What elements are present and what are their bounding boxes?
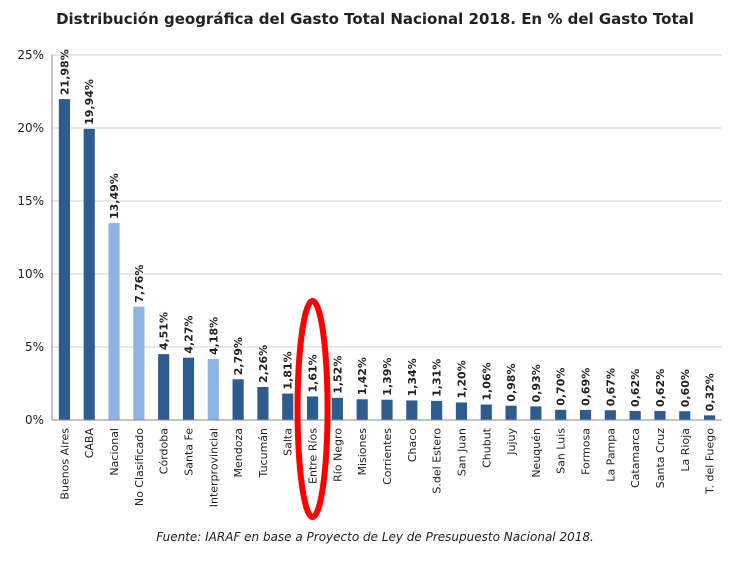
- category-label: La Rioja: [679, 428, 692, 472]
- category-label: S.del Estero: [431, 428, 444, 494]
- bar: [331, 397, 343, 420]
- bars: [58, 99, 716, 420]
- bar: [704, 415, 716, 420]
- bar: [579, 409, 592, 420]
- bar: [158, 354, 170, 420]
- bar: [530, 406, 542, 420]
- chart-title: Distribución geográfica del Gasto Total …: [56, 10, 694, 28]
- highlight-annotation: [294, 298, 331, 520]
- category-label: Jujuy: [505, 428, 518, 456]
- category-label: Catamarca: [629, 428, 642, 488]
- y-axis-tick-labels: 0% 5% 10% 15% 20% 25%: [17, 48, 44, 427]
- value-label: 0,69%: [580, 368, 593, 406]
- bar: [505, 405, 517, 420]
- category-labels: Buenos Aires CABA Nacional No Clasificado Có…: [58, 427, 716, 507]
- value-labels: 21,98% 19,94% 13,49% 7,76% 4,51% 4,27% 4,18% 2,…: [58, 49, 716, 411]
- category-label: Misiones: [356, 428, 369, 476]
- category-label: San Juan: [455, 428, 468, 476]
- value-label: 4,51%: [158, 312, 171, 350]
- bar: [679, 411, 691, 420]
- category-label: Entre Ríos: [307, 428, 320, 484]
- bar: [431, 400, 443, 420]
- category-label: San Luis: [555, 428, 568, 474]
- value-label: 7,76%: [133, 265, 146, 303]
- y-tick-label: 0%: [25, 413, 44, 427]
- value-label: 1,31%: [431, 359, 444, 397]
- category-label: Buenos Aires: [58, 428, 71, 500]
- highlight-ellipse: [294, 298, 331, 520]
- bar: [207, 358, 219, 420]
- category-label: Salta: [282, 428, 295, 456]
- category-label: Corrientes: [381, 428, 394, 485]
- chart-source: Fuente: IARAF en base a Proyecto de Ley …: [156, 530, 594, 544]
- bar: [58, 99, 70, 420]
- value-label: 19,94%: [83, 79, 96, 125]
- category-label: Chubut: [480, 427, 493, 468]
- value-label: 1,34%: [406, 358, 419, 396]
- bar: [282, 393, 294, 420]
- bar: [306, 396, 319, 420]
- value-label: 0,93%: [530, 364, 543, 402]
- value-label: 1,39%: [381, 358, 394, 396]
- category-label: Formosa: [580, 428, 593, 475]
- category-label: Santa Cruz: [654, 428, 667, 488]
- category-label: Tucumán: [257, 428, 270, 478]
- category-label: Nacional: [108, 428, 121, 476]
- category-label: CABA: [83, 428, 96, 459]
- bar: [83, 128, 95, 420]
- value-label: 1,61%: [307, 354, 320, 392]
- category-label: Río Negro: [331, 428, 344, 482]
- value-label: 0,60%: [679, 369, 692, 407]
- value-label: 21,98%: [58, 49, 71, 95]
- value-label: 1,81%: [282, 351, 295, 389]
- category-label: La Pampa: [604, 428, 617, 482]
- category-label: Chaco: [406, 428, 419, 462]
- y-tick-label: 10%: [17, 267, 44, 281]
- value-label: 0,70%: [555, 368, 568, 406]
- category-label: T. del Fuego: [704, 428, 717, 495]
- y-tick-label: 20%: [17, 121, 44, 135]
- bar: [604, 410, 616, 420]
- bar: [455, 402, 468, 420]
- value-label: 1,52%: [331, 356, 344, 394]
- category-label: Córdoba: [158, 428, 171, 474]
- bar: [381, 399, 393, 420]
- category-label: Santa Fe: [182, 428, 195, 476]
- y-tick-label: 5%: [25, 340, 44, 354]
- value-label: 2,79%: [232, 337, 245, 375]
- value-label: 0,62%: [654, 369, 667, 407]
- bar: [480, 404, 492, 420]
- y-tick-label: 15%: [17, 194, 44, 208]
- category-label: Neuquén: [530, 428, 543, 478]
- value-label: 2,26%: [257, 345, 270, 383]
- bar: [182, 357, 195, 420]
- y-tick-label: 25%: [17, 48, 44, 62]
- value-label: 1,42%: [356, 357, 369, 395]
- value-label: 1,06%: [480, 362, 493, 400]
- bar: [406, 400, 418, 420]
- value-label: 13,49%: [108, 173, 121, 219]
- value-label: 4,18%: [207, 317, 220, 355]
- bar: [629, 410, 641, 420]
- category-label: No Clasificado: [133, 428, 146, 506]
- bar: [133, 306, 145, 420]
- category-label: Mendoza: [232, 428, 245, 477]
- value-label: 1,20%: [455, 360, 468, 398]
- bar: [232, 379, 244, 420]
- value-label: 0,98%: [505, 364, 518, 402]
- bar: [257, 387, 269, 420]
- category-label: Interprovincial: [207, 428, 220, 507]
- bar: [654, 410, 666, 420]
- bar: [108, 223, 120, 420]
- value-label: 0,67%: [604, 368, 617, 406]
- bar: [356, 399, 368, 420]
- value-label: 0,32%: [704, 373, 717, 411]
- bar: [555, 409, 567, 420]
- value-label: 4,27%: [182, 315, 195, 353]
- value-label: 0,62%: [629, 369, 642, 407]
- axes: [51, 55, 722, 421]
